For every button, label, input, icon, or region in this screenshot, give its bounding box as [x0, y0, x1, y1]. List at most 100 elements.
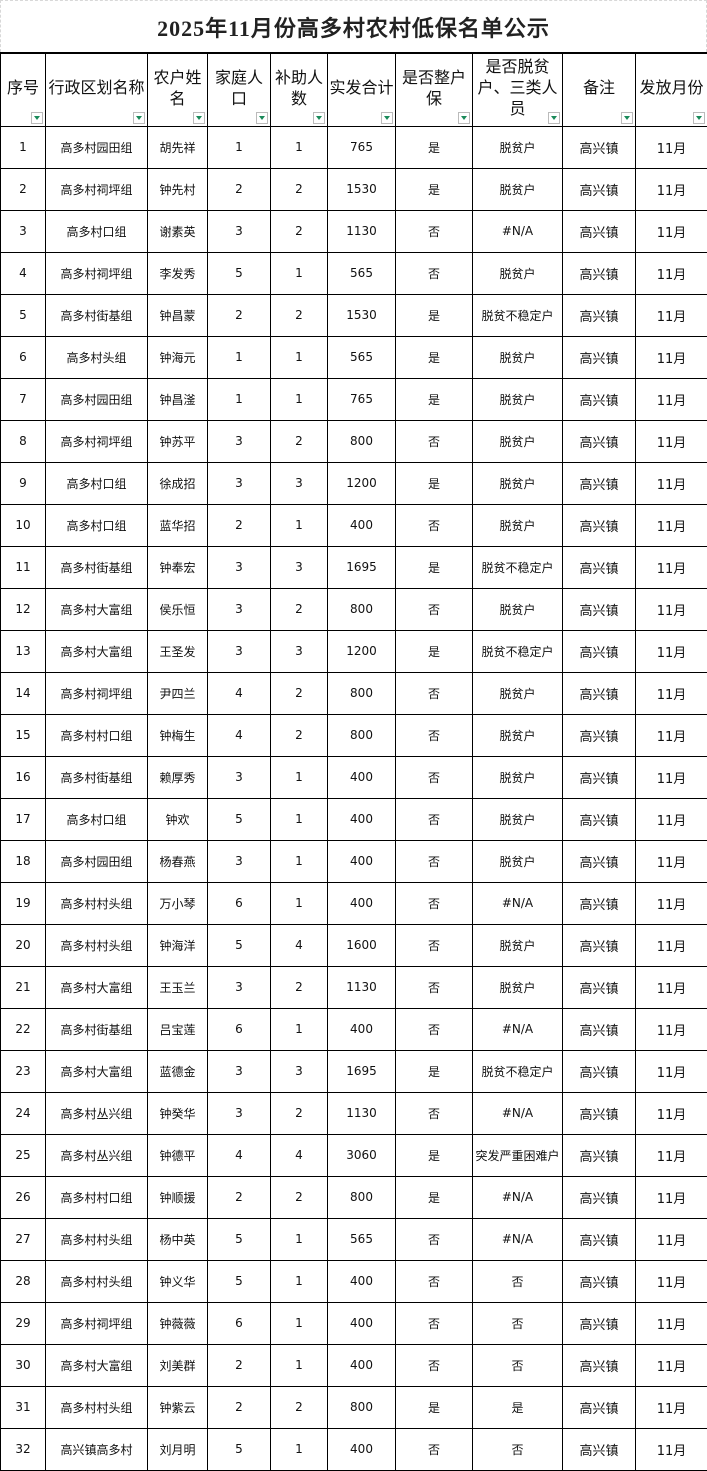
cell-whole-household[interactable]: 否	[396, 1260, 473, 1302]
cell-month[interactable]: 11月	[636, 1302, 707, 1344]
cell-district[interactable]: 高多村园田组	[46, 378, 148, 420]
cell-remark[interactable]: 高兴镇	[563, 1176, 636, 1218]
cell-whole-household[interactable]: 否	[396, 798, 473, 840]
cell-subsidized-count[interactable]: 1	[271, 1344, 328, 1386]
cell-total-paid[interactable]: 1600	[328, 924, 396, 966]
cell-whole-household[interactable]: 否	[396, 714, 473, 756]
cell-poverty-status[interactable]: 脱贫户	[473, 168, 563, 210]
cell-subsidized-count[interactable]: 1	[271, 504, 328, 546]
cell-subsidized-count[interactable]: 1	[271, 756, 328, 798]
cell-name[interactable]: 蓝德金	[148, 1050, 208, 1092]
cell-subsidized-count[interactable]: 1	[271, 882, 328, 924]
cell-household-size[interactable]: 6	[208, 1008, 271, 1050]
cell-district[interactable]: 高多村祠坪组	[46, 252, 148, 294]
cell-name[interactable]: 钟先村	[148, 168, 208, 210]
cell-subsidized-count[interactable]: 2	[271, 672, 328, 714]
cell-poverty-status[interactable]: 否	[473, 1344, 563, 1386]
cell-subsidized-count[interactable]: 1	[271, 1428, 328, 1470]
cell-household-size[interactable]: 5	[208, 924, 271, 966]
cell-household-size[interactable]: 2	[208, 1176, 271, 1218]
cell-district[interactable]: 高多村村头组	[46, 1218, 148, 1260]
cell-remark[interactable]: 高兴镇	[563, 1092, 636, 1134]
cell-remark[interactable]: 高兴镇	[563, 756, 636, 798]
cell-poverty-status[interactable]: 脱贫户	[473, 966, 563, 1008]
cell-whole-household[interactable]: 否	[396, 1302, 473, 1344]
cell-name[interactable]: 钟梅生	[148, 714, 208, 756]
cell-poverty-status[interactable]: #N/A	[473, 210, 563, 252]
cell-seq[interactable]: 27	[1, 1218, 46, 1260]
cell-total-paid[interactable]: 1200	[328, 462, 396, 504]
cell-remark[interactable]: 高兴镇	[563, 714, 636, 756]
cell-month[interactable]: 11月	[636, 1176, 707, 1218]
cell-subsidized-count[interactable]: 2	[271, 1386, 328, 1428]
cell-whole-household[interactable]: 是	[396, 546, 473, 588]
cell-remark[interactable]: 高兴镇	[563, 1050, 636, 1092]
cell-household-size[interactable]: 3	[208, 840, 271, 882]
cell-name[interactable]: 侯乐恒	[148, 588, 208, 630]
cell-remark[interactable]: 高兴镇	[563, 924, 636, 966]
cell-subsidized-count[interactable]: 2	[271, 1176, 328, 1218]
cell-total-paid[interactable]: 800	[328, 420, 396, 462]
cell-remark[interactable]: 高兴镇	[563, 462, 636, 504]
cell-subsidized-count[interactable]: 1	[271, 840, 328, 882]
cell-district[interactable]: 高多村大富组	[46, 630, 148, 672]
cell-district[interactable]: 高多村口组	[46, 462, 148, 504]
filter-dropdown-icon[interactable]	[193, 112, 205, 124]
cell-month[interactable]: 11月	[636, 546, 707, 588]
cell-poverty-status[interactable]: 脱贫户	[473, 756, 563, 798]
cell-month[interactable]: 11月	[636, 1092, 707, 1134]
cell-seq[interactable]: 20	[1, 924, 46, 966]
filter-dropdown-icon[interactable]	[381, 112, 393, 124]
cell-month[interactable]: 11月	[636, 714, 707, 756]
cell-month[interactable]: 11月	[636, 252, 707, 294]
cell-subsidized-count[interactable]: 2	[271, 966, 328, 1008]
cell-district[interactable]: 高多村街基组	[46, 546, 148, 588]
cell-seq[interactable]: 29	[1, 1302, 46, 1344]
cell-household-size[interactable]: 3	[208, 462, 271, 504]
cell-household-size[interactable]: 2	[208, 294, 271, 336]
cell-total-paid[interactable]: 565	[328, 1218, 396, 1260]
cell-poverty-status[interactable]: 脱贫户	[473, 672, 563, 714]
cell-household-size[interactable]: 2	[208, 1344, 271, 1386]
cell-poverty-status[interactable]: 脱贫户	[473, 336, 563, 378]
cell-total-paid[interactable]: 765	[328, 126, 396, 168]
cell-name[interactable]: 万小琴	[148, 882, 208, 924]
cell-remark[interactable]: 高兴镇	[563, 1344, 636, 1386]
cell-month[interactable]: 11月	[636, 462, 707, 504]
cell-district[interactable]: 高多村街基组	[46, 1008, 148, 1050]
cell-name[interactable]: 蓝华招	[148, 504, 208, 546]
cell-month[interactable]: 11月	[636, 1218, 707, 1260]
cell-whole-household[interactable]: 是	[396, 462, 473, 504]
cell-district[interactable]: 高多村大富组	[46, 588, 148, 630]
cell-seq[interactable]: 28	[1, 1260, 46, 1302]
cell-household-size[interactable]: 5	[208, 1260, 271, 1302]
cell-name[interactable]: 谢素英	[148, 210, 208, 252]
cell-subsidized-count[interactable]: 1	[271, 126, 328, 168]
cell-whole-household[interactable]: 否	[396, 672, 473, 714]
cell-poverty-status[interactable]: 脱贫户	[473, 588, 563, 630]
cell-household-size[interactable]: 2	[208, 1386, 271, 1428]
cell-month[interactable]: 11月	[636, 1428, 707, 1470]
cell-subsidized-count[interactable]: 3	[271, 1050, 328, 1092]
cell-household-size[interactable]: 5	[208, 798, 271, 840]
cell-total-paid[interactable]: 1695	[328, 546, 396, 588]
filter-dropdown-icon[interactable]	[133, 112, 145, 124]
cell-subsidized-count[interactable]: 1	[271, 1260, 328, 1302]
cell-subsidized-count[interactable]: 2	[271, 588, 328, 630]
cell-poverty-status[interactable]: 脱贫不稳定户	[473, 546, 563, 588]
cell-whole-household[interactable]: 是	[396, 378, 473, 420]
cell-name[interactable]: 钟薇薇	[148, 1302, 208, 1344]
cell-seq[interactable]: 5	[1, 294, 46, 336]
cell-subsidized-count[interactable]: 3	[271, 630, 328, 672]
filter-dropdown-icon[interactable]	[256, 112, 268, 124]
cell-total-paid[interactable]: 800	[328, 1176, 396, 1218]
cell-subsidized-count[interactable]: 1	[271, 252, 328, 294]
cell-subsidized-count[interactable]: 2	[271, 168, 328, 210]
cell-total-paid[interactable]: 400	[328, 882, 396, 924]
cell-poverty-status[interactable]: #N/A	[473, 1092, 563, 1134]
cell-household-size[interactable]: 3	[208, 1092, 271, 1134]
cell-whole-household[interactable]: 是	[396, 336, 473, 378]
cell-month[interactable]: 11月	[636, 1344, 707, 1386]
cell-subsidized-count[interactable]: 1	[271, 336, 328, 378]
cell-seq[interactable]: 13	[1, 630, 46, 672]
